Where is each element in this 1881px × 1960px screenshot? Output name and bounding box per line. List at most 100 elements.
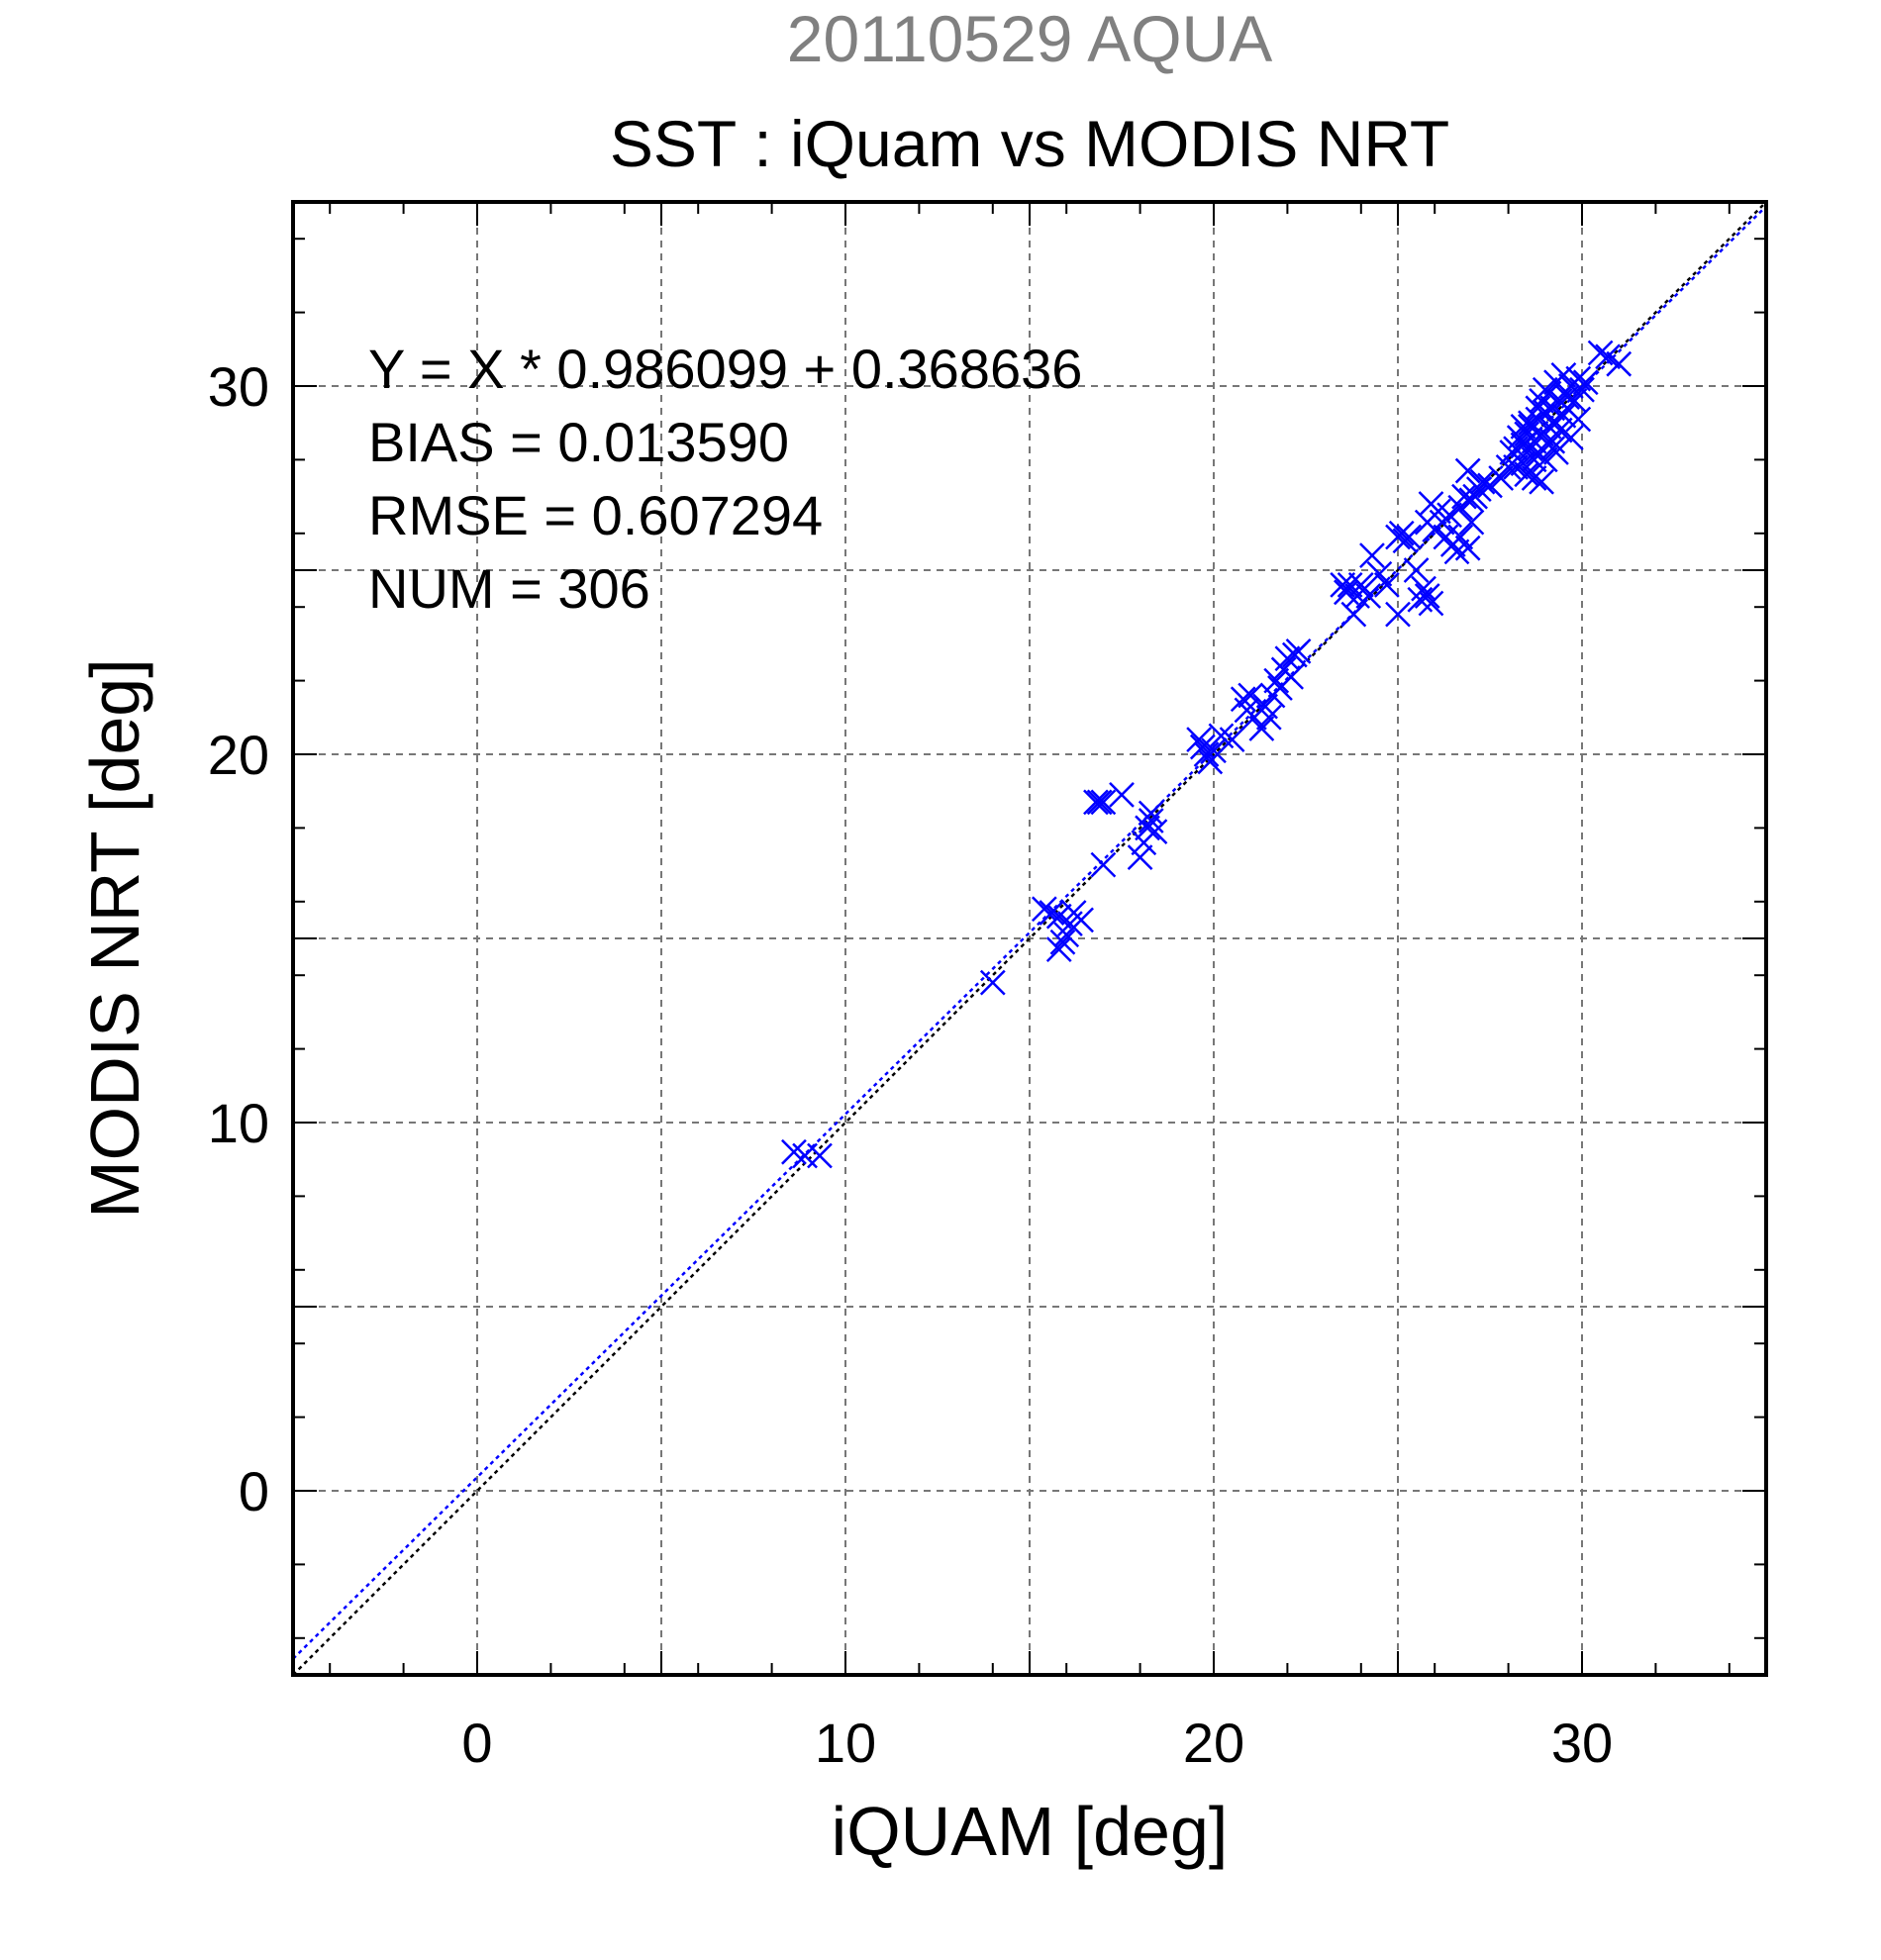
data-point: [1606, 350, 1633, 377]
data-point: [1532, 376, 1558, 403]
data-point: [1569, 376, 1595, 403]
data-point: [1595, 343, 1621, 370]
data-point: [1193, 741, 1220, 767]
data-point: [1347, 571, 1374, 598]
data-point: [1396, 524, 1423, 550]
data-point-stroke-b: [1458, 509, 1485, 536]
y-axis-label: MODIS NRT [deg]: [76, 658, 153, 1218]
x-axis-label: iQUAM [deg]: [832, 1793, 1229, 1870]
data-point-stroke-b: [1565, 365, 1592, 392]
data-point-stroke-b: [1359, 542, 1385, 569]
data-point: [1488, 465, 1515, 491]
data-point-stroke-b: [1510, 414, 1536, 440]
data-point-stroke-b: [1587, 340, 1614, 366]
data-point-stroke-b: [1263, 667, 1290, 694]
data-point: [1090, 789, 1117, 816]
data-point-stroke-b: [1388, 520, 1415, 546]
data-point-stroke-b: [1447, 524, 1474, 550]
data-point-stroke-b: [1189, 734, 1216, 760]
data-point: [1135, 815, 1160, 841]
data-point-stroke-b: [1045, 903, 1072, 930]
data-point-stroke-b: [1418, 590, 1444, 617]
data-point: [1529, 468, 1554, 495]
data-point: [1414, 583, 1440, 609]
data-point: [1550, 361, 1577, 388]
grid-lines: [293, 202, 1766, 1675]
data-point-stroke-b: [1373, 571, 1400, 598]
plot-frame: [291, 200, 1768, 1677]
data-point: [1454, 457, 1481, 484]
stats-rmse: RMSE = 0.607294: [368, 484, 823, 546]
data-point: [979, 969, 1006, 996]
data-point-stroke-b: [1525, 395, 1551, 422]
data-points: [781, 340, 1633, 1169]
data-point: [1403, 557, 1430, 583]
data-point: [1587, 340, 1614, 366]
data-point: [1086, 789, 1113, 816]
data-point-stroke-b: [1565, 406, 1592, 433]
data-point-stroke-b: [1330, 571, 1356, 598]
x-tick-label: 10: [815, 1712, 876, 1774]
data-point: [1454, 535, 1481, 561]
data-point: [1451, 483, 1477, 510]
data-point-stroke-b: [1238, 682, 1264, 709]
data-point: [1495, 453, 1522, 480]
y-tick-label: 10: [208, 1092, 269, 1154]
data-point-stroke-b: [1514, 461, 1540, 488]
data-point: [1201, 737, 1227, 764]
data-point-stroke-b: [1503, 453, 1529, 480]
data-point-stroke-b: [1462, 483, 1489, 510]
data-point-stroke-b: [1495, 453, 1522, 480]
data-point-stroke-b: [1414, 583, 1440, 609]
data-point-stroke-b: [1385, 601, 1411, 628]
data-point: [1263, 667, 1290, 694]
data-point-stroke-b: [1469, 468, 1496, 495]
data-point: [1336, 571, 1363, 598]
data-point: [1278, 663, 1305, 690]
data-point: [1388, 520, 1415, 546]
data-point-stroke-b: [1135, 815, 1160, 841]
data-point: [1510, 414, 1536, 440]
data-point-stroke-b: [1336, 571, 1363, 598]
data-point-stroke-b: [1518, 414, 1543, 440]
data-point-stroke-b: [1411, 575, 1436, 602]
stats-num: NUM = 306: [368, 557, 650, 620]
data-point: [1049, 929, 1076, 955]
data-point-stroke-b: [1488, 465, 1515, 491]
data-point: [1411, 575, 1436, 602]
data-point-stroke-b: [1595, 343, 1621, 370]
chart-title: SST : iQuam vs MODIS NRT: [610, 107, 1449, 180]
data-point: [1546, 417, 1573, 443]
data-point: [1355, 583, 1382, 609]
data-point: [1503, 453, 1529, 480]
data-point: [1462, 483, 1489, 510]
data-point-stroke-b: [1138, 800, 1164, 827]
y-tick-label: 0: [239, 1460, 269, 1522]
data-point-stroke-b: [1031, 896, 1057, 923]
data-point-stroke-b: [1230, 686, 1256, 713]
data-point: [1219, 727, 1245, 753]
stats-bias: BIAS = 0.013590: [368, 411, 789, 473]
data-point: [1518, 414, 1543, 440]
y-tick-label: 30: [208, 355, 269, 418]
data-point: [1539, 436, 1566, 462]
data-point-stroke-b: [1039, 900, 1065, 926]
data-point-stroke-b: [1186, 727, 1213, 753]
data-point: [1373, 571, 1400, 598]
data-point: [1366, 560, 1393, 587]
data-point-stroke-b: [1550, 361, 1577, 388]
x-tick-label: 20: [1183, 1712, 1244, 1774]
data-point-stroke-b: [1546, 417, 1573, 443]
data-point-stroke-b: [1045, 936, 1072, 963]
data-point: [1458, 509, 1485, 536]
x-tick-label: 0: [461, 1712, 492, 1774]
data-point-stroke-b: [1532, 446, 1558, 473]
data-point-stroke-b: [1334, 579, 1359, 606]
data-point-stroke-b: [979, 969, 1006, 996]
data-point-stroke-b: [1248, 716, 1275, 741]
data-point: [1127, 844, 1153, 871]
data-point-stroke-b: [1285, 637, 1312, 664]
data-point-stroke-b: [1529, 468, 1554, 495]
data-point-stroke-b: [1569, 376, 1595, 403]
data-point-stroke-b: [1426, 498, 1451, 525]
